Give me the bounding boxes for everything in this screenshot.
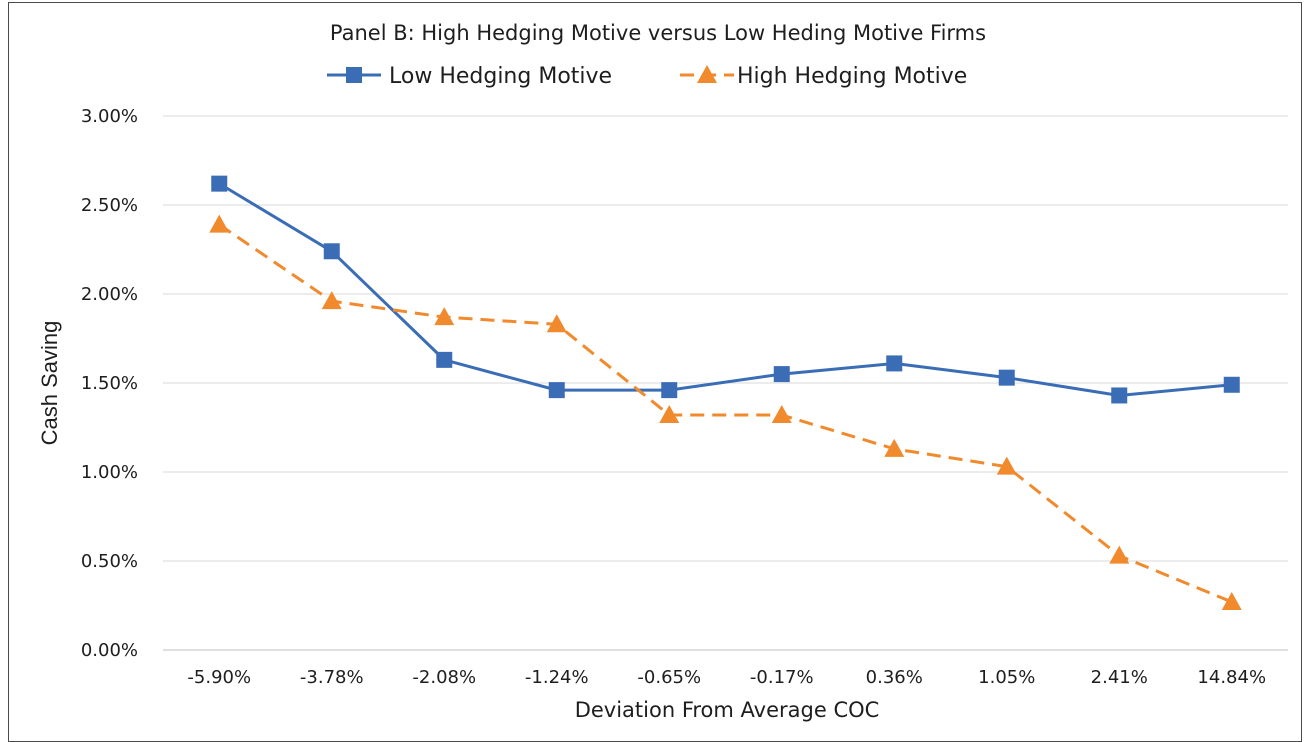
y-tick-label: 0.50%: [81, 551, 138, 572]
legend-label: High Hedging Motive: [737, 64, 967, 89]
data-point-triangle: [434, 307, 455, 326]
data-point-square: [1111, 387, 1128, 404]
data-point-square: [998, 369, 1015, 386]
x-tick-label: -2.08%: [412, 667, 476, 688]
data-point-square: [773, 366, 790, 383]
gridlines: [163, 115, 1288, 651]
data-point-square: [211, 175, 228, 192]
series-layer: [209, 175, 1242, 610]
chart-title: Panel B: High Hedging Motive versus Low …: [330, 21, 986, 45]
y-tick-label: 1.00%: [81, 462, 138, 483]
data-point-triangle: [1221, 591, 1242, 610]
y-tick-label: 2.50%: [81, 195, 138, 216]
data-point-triangle: [546, 314, 567, 333]
y-tick-label: 0.00%: [81, 640, 138, 661]
y-tick-label: 2.00%: [81, 284, 138, 305]
data-point-triangle: [321, 291, 342, 310]
data-point-square: [436, 351, 453, 368]
y-axis-ticks: 0.00% 0.50% 1.00% 1.50% 2.00% 2.50% 3.00%: [81, 106, 138, 661]
series-low-hedging-motive: [211, 175, 1240, 404]
data-point-triangle: [209, 214, 230, 233]
chart-frame: [8, 2, 1302, 742]
data-point-square: [323, 243, 340, 260]
data-point-square: [346, 67, 362, 83]
data-point-square: [1223, 376, 1240, 393]
data-point-square: [548, 382, 565, 399]
x-tick-label: 14.84%: [1197, 667, 1266, 688]
x-tick-label: -5.90%: [187, 667, 251, 688]
x-tick-label: -0.17%: [750, 667, 814, 688]
data-point-square: [661, 382, 678, 399]
legend-label: Low Hedging Motive: [389, 64, 612, 89]
legend-item: Low Hedging Motive: [327, 64, 612, 89]
data-point-triangle: [1109, 545, 1130, 564]
y-tick-label: 3.00%: [81, 106, 138, 127]
y-tick-label: 1.50%: [81, 373, 138, 394]
data-point-triangle: [697, 65, 717, 83]
series-line: [218, 182, 1232, 397]
data-point-square: [886, 355, 903, 372]
legend-item: High Hedging Motive: [680, 64, 967, 89]
x-tick-label: 0.36%: [866, 667, 923, 688]
legend: Low Hedging Motive High Hedging Motive: [327, 64, 967, 89]
data-point-triangle: [884, 438, 905, 457]
y-axis-label: Cash Saving: [37, 321, 62, 446]
data-point-triangle: [659, 405, 680, 424]
series-line: [218, 223, 1233, 604]
x-axis-label: Deviation From Average COC: [575, 698, 880, 722]
x-tick-label: -1.24%: [525, 667, 589, 688]
x-tick-label: 1.05%: [978, 667, 1035, 688]
series-high-hedging-motive: [209, 214, 1242, 610]
x-tick-label: -3.78%: [300, 667, 364, 688]
data-point-triangle: [996, 456, 1017, 475]
x-axis-ticks: -5.90% -3.78% -2.08% -1.24% -0.65% -0.17% 0.36…: [187, 667, 1266, 688]
x-tick-label: -0.65%: [637, 667, 701, 688]
x-tick-label: 2.41%: [1091, 667, 1148, 688]
data-point-triangle: [771, 405, 792, 424]
